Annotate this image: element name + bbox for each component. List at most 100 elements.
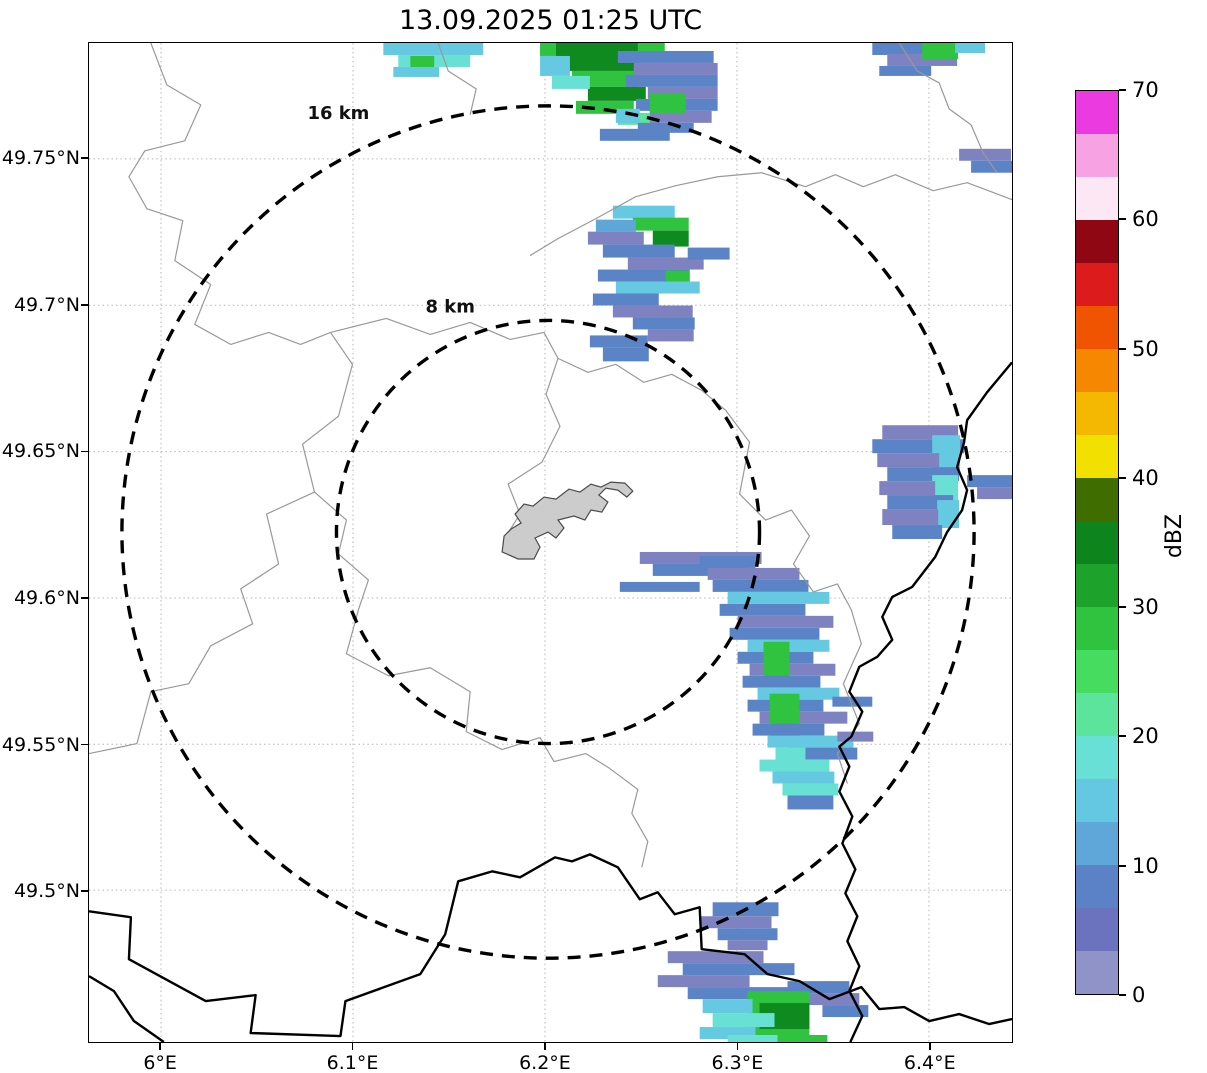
radar-echo-cell: [712, 1013, 775, 1028]
radar-echo-cell: [887, 53, 958, 66]
admin-border-line: [330, 317, 561, 537]
radar-echo-cell: [625, 74, 718, 87]
radar-echo-cell: [592, 293, 659, 306]
radar-echo-cell: [712, 579, 809, 592]
colorbar-tick: [1119, 864, 1126, 867]
radar-echo-cell: [727, 940, 768, 951]
colorbar-segment: [1076, 305, 1118, 349]
radar-echo-cell: [879, 65, 932, 76]
radar-echo-cell: [752, 723, 825, 736]
radar-echo-cell: [967, 475, 1012, 488]
x-axis-tick-label: 6.2°E: [519, 1052, 571, 1073]
x-axis-tick: [928, 1043, 931, 1050]
x-axis-tick: [736, 1043, 739, 1050]
radar-echo-cell: [719, 603, 806, 616]
radar-echo-cell: [737, 615, 834, 628]
x-axis-tick-label: 6°E: [143, 1052, 177, 1073]
colorbar-segment: [1076, 821, 1118, 865]
radar-echo-cell: [595, 219, 636, 232]
colorbar-segment: [1076, 563, 1118, 607]
y-axis-tick: [81, 157, 88, 159]
colorbar-segment: [1076, 176, 1118, 220]
y-axis-tick-label: 49.65°N: [1, 440, 80, 463]
radar-echo-cell: [597, 269, 690, 282]
radar-echo-cell: [822, 1005, 869, 1018]
y-axis-tick: [81, 890, 88, 892]
radar-echo-cell: [699, 916, 772, 929]
colorbar-tick: [1119, 347, 1126, 350]
colorbar-segment: [1076, 434, 1118, 478]
radar-echo-cell: [837, 731, 874, 742]
radar-echo-cell: [383, 43, 484, 55]
radar-echo-cell: [649, 110, 712, 123]
colorbar-segment: [1076, 692, 1118, 736]
range-ring-label: 8 km: [426, 296, 475, 317]
figure-title: 13.09.2025 01:25 UTC: [398, 5, 703, 36]
radar-echo-cell: [832, 696, 873, 707]
radar-echo-cell: [699, 555, 756, 568]
y-axis-tick: [81, 743, 88, 746]
radar-echo-cell: [632, 317, 695, 330]
radar-echo-cell: [615, 281, 700, 294]
colorbar-tick-label: 10: [1132, 853, 1159, 878]
colorbar-tick-label: 60: [1132, 207, 1159, 232]
colorbar-tick-label: 30: [1132, 595, 1159, 620]
range-ring-8km: [334, 318, 762, 746]
radar-echo-cell: [612, 305, 693, 318]
radar-echo-cell: [787, 795, 834, 810]
radar-echo-cell: [627, 257, 704, 270]
colorbar-segment: [1076, 907, 1118, 952]
admin-border-line: [557, 357, 727, 411]
radar-echo-cell: [727, 591, 830, 604]
radar-echo-cell: [657, 975, 750, 988]
x-axis-tick-label: 6.4°E: [903, 1052, 956, 1073]
radar-echo-cell: [887, 495, 954, 510]
city-area-shape: [501, 481, 634, 560]
radar-echo-cell: [682, 963, 795, 976]
radar-echo-cell: [617, 50, 714, 63]
colorbar-segment: [1076, 606, 1118, 650]
radar-echo-cell: [619, 581, 700, 592]
admin-border-line: [128, 43, 331, 345]
radar-echo-cell: [877, 453, 940, 468]
range-ring-16km: [120, 104, 976, 960]
y-axis-tick: [81, 303, 88, 306]
colorbar-tick: [1119, 994, 1126, 996]
y-axis-tick-label: 49.55°N: [1, 733, 80, 756]
radar-echo-cell: [879, 481, 936, 496]
range-ring-label: 16 km: [308, 103, 370, 124]
radar-echo-cell: [587, 86, 646, 101]
x-axis-tick: [351, 1043, 354, 1050]
radar-echo-cell: [763, 641, 790, 680]
admin-border-line: [725, 409, 862, 784]
y-axis-tick-label: 49.75°N: [1, 147, 80, 170]
radar-echo-cell: [615, 108, 640, 123]
radar-echo-cell: [955, 43, 986, 53]
radar-echo-cell: [551, 75, 590, 89]
radar-echo-cell: [882, 509, 939, 526]
radar-echo-cell: [759, 711, 848, 724]
y-axis-tick-label: 49.7°N: [13, 293, 80, 316]
radar-echo-cell: [632, 217, 689, 231]
radar-echo-cell: [742, 675, 821, 688]
radar-echo-cell: [699, 1027, 756, 1040]
radar-echo-cell: [727, 1035, 800, 1042]
colorbar-segment: [1076, 735, 1118, 779]
colorbar-tick: [1119, 476, 1126, 479]
admin-border-line: [89, 332, 354, 755]
admin-border-line: [529, 172, 1012, 257]
country-border-line: [838, 361, 1012, 1042]
admin-border-line: [314, 491, 611, 770]
colorbar-segment: [1076, 91, 1118, 134]
y-axis-tick: [81, 450, 88, 453]
radar-echo-cell: [971, 160, 1012, 173]
colorbar-tick-label: 50: [1132, 336, 1159, 361]
x-axis-tick-label: 6.1°E: [326, 1052, 379, 1073]
radar-echo-cell: [652, 563, 749, 576]
admin-border-line: [437, 43, 477, 115]
radar-echo-cell: [589, 335, 648, 348]
radar-echo-cell: [977, 487, 1012, 500]
colorbar-tick: [1119, 735, 1126, 738]
radar-echo-cell: [540, 55, 570, 76]
